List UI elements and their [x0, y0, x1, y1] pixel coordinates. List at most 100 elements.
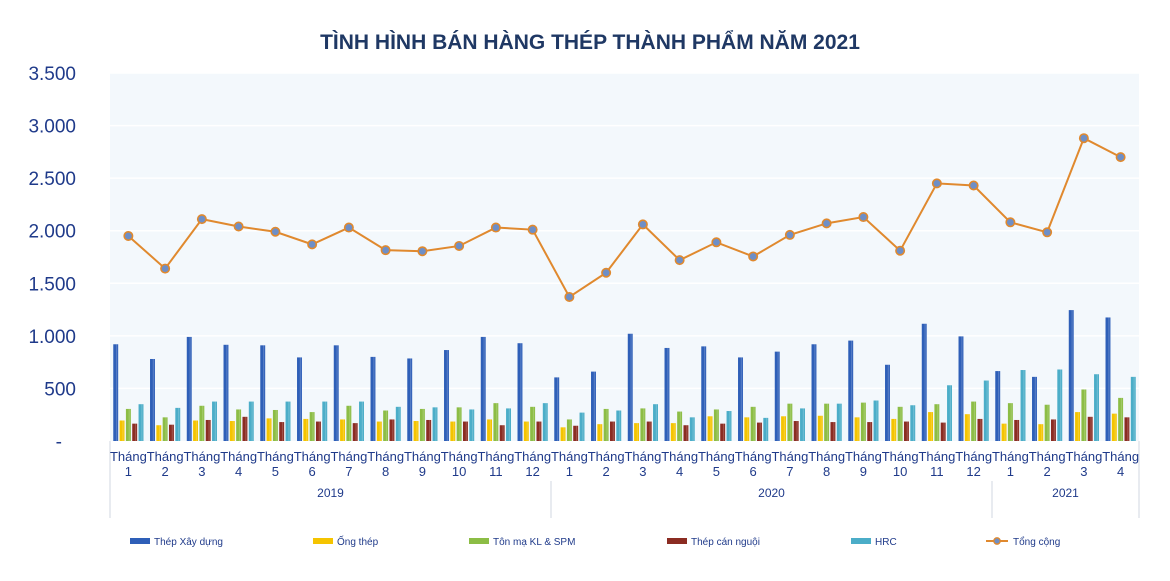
- bar-shine: [453, 421, 455, 441]
- bar-shine: [679, 411, 682, 441]
- bar-shine: [1071, 310, 1073, 441]
- x-tick-month: 7: [345, 464, 352, 479]
- bar: [162, 417, 168, 441]
- bar-shine: [930, 412, 933, 441]
- bar: [340, 419, 346, 441]
- bar-shine: [379, 421, 381, 441]
- bar-shine: [759, 422, 761, 441]
- bar-shine: [238, 409, 241, 441]
- x-tick-label: Tháng: [404, 449, 441, 464]
- bar: [1081, 389, 1087, 441]
- bar: [199, 405, 205, 441]
- total-point: [858, 212, 869, 223]
- x-tick-label: Tháng: [588, 449, 625, 464]
- bar: [186, 336, 192, 441]
- x-tick-month: 6: [309, 464, 316, 479]
- bar-shine: [630, 333, 632, 441]
- bar-shine: [619, 410, 621, 441]
- y-tick-label: 3.000: [28, 117, 76, 138]
- x-tick-label: Tháng: [918, 449, 955, 464]
- bar-shine: [245, 416, 247, 441]
- bar-shine: [710, 416, 712, 441]
- bar: [977, 418, 983, 441]
- legend-label: Ống thép: [337, 534, 379, 548]
- x-tick-label: Tháng: [330, 449, 367, 464]
- bar: [836, 403, 842, 441]
- bar: [958, 336, 964, 441]
- bar-shine: [887, 364, 889, 441]
- bar-shine: [1010, 403, 1012, 441]
- bar: [450, 421, 456, 441]
- bar-shine: [575, 425, 578, 441]
- bar: [1087, 416, 1093, 441]
- bar: [947, 385, 952, 441]
- bar: [395, 406, 401, 441]
- x-tick-month: 7: [786, 464, 793, 479]
- x-tick-month: 9: [860, 464, 867, 479]
- bar: [910, 405, 916, 441]
- bar: [616, 410, 622, 441]
- bar: [389, 419, 395, 441]
- bar-shine: [251, 401, 253, 441]
- bar-shine: [128, 408, 130, 441]
- bar-shine: [325, 401, 327, 441]
- bar-shine: [913, 405, 915, 441]
- bar-shine: [967, 414, 969, 441]
- bar-shine: [814, 344, 816, 441]
- total-point: [454, 240, 465, 251]
- bar-shine: [226, 344, 228, 441]
- bar: [132, 423, 138, 441]
- legend-label: Tôn mạ KL & SPM: [493, 537, 575, 548]
- bar-shine: [1004, 423, 1006, 441]
- year-label: 2021: [1052, 486, 1079, 500]
- bar-shine: [189, 336, 191, 441]
- bar-shine: [783, 416, 786, 441]
- bar-shine: [643, 408, 645, 441]
- bar: [419, 408, 425, 441]
- y-tick-label: 2.500: [28, 169, 76, 190]
- bar-shine: [563, 427, 565, 441]
- total-point: [1005, 217, 1016, 228]
- x-tick-month: 12: [966, 464, 980, 479]
- bar: [352, 423, 358, 441]
- x-tick-month: 8: [382, 464, 389, 479]
- bar-shine: [472, 409, 474, 441]
- bar: [1124, 417, 1130, 441]
- total-point: [490, 222, 501, 233]
- bar: [817, 415, 823, 441]
- bar: [609, 421, 615, 441]
- total-point: [895, 245, 906, 256]
- plot-area: [110, 73, 1139, 441]
- bar-shine: [489, 419, 492, 441]
- bar-shine: [980, 418, 982, 441]
- bar: [444, 350, 449, 441]
- bar: [964, 414, 970, 441]
- bar-shine: [195, 420, 198, 441]
- bar-shine: [839, 403, 841, 441]
- bar-shine: [667, 347, 669, 441]
- bar: [493, 403, 499, 441]
- bar-shine: [1084, 389, 1086, 441]
- bar: [1068, 310, 1074, 441]
- bar: [315, 421, 321, 441]
- bar: [523, 421, 529, 441]
- bar: [701, 346, 707, 441]
- bar: [407, 358, 413, 441]
- bar-shine: [122, 420, 124, 441]
- bar-shine: [134, 423, 137, 441]
- bar-shine: [385, 410, 388, 441]
- bar: [413, 421, 419, 441]
- bar-shine: [777, 351, 779, 441]
- bar: [530, 406, 536, 441]
- bar-shine: [275, 409, 277, 441]
- bar-shine: [214, 401, 216, 441]
- bar-shine: [937, 404, 939, 441]
- bar: [683, 425, 689, 441]
- bar: [506, 408, 511, 441]
- bar-shine: [306, 418, 308, 441]
- legend-swatch: [469, 538, 489, 544]
- bar-shine: [312, 412, 314, 441]
- legend-marker: [993, 537, 1001, 545]
- bar: [303, 418, 309, 441]
- total-point: [748, 251, 759, 262]
